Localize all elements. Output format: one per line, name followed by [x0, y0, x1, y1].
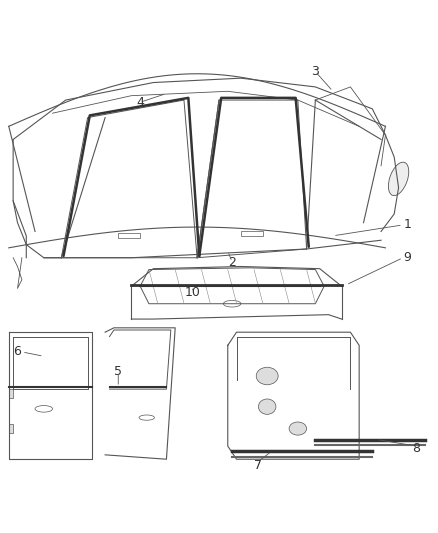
Ellipse shape — [35, 406, 53, 412]
Text: 9: 9 — [403, 251, 411, 264]
Ellipse shape — [256, 367, 278, 385]
Bar — [9, 424, 13, 433]
Text: 7: 7 — [254, 459, 262, 472]
Text: 8: 8 — [412, 442, 420, 455]
Text: 3: 3 — [311, 65, 319, 78]
Text: 6: 6 — [14, 345, 21, 358]
Ellipse shape — [389, 162, 409, 196]
Text: 5: 5 — [114, 365, 122, 378]
Bar — [118, 233, 140, 238]
Bar — [241, 231, 263, 236]
Ellipse shape — [223, 301, 241, 307]
Ellipse shape — [289, 422, 307, 435]
Text: 4: 4 — [136, 96, 144, 109]
Bar — [9, 389, 13, 398]
Text: 10: 10 — [185, 286, 201, 300]
Ellipse shape — [258, 399, 276, 414]
Text: 1: 1 — [403, 219, 411, 231]
Ellipse shape — [139, 415, 154, 420]
Text: 2: 2 — [228, 256, 236, 269]
